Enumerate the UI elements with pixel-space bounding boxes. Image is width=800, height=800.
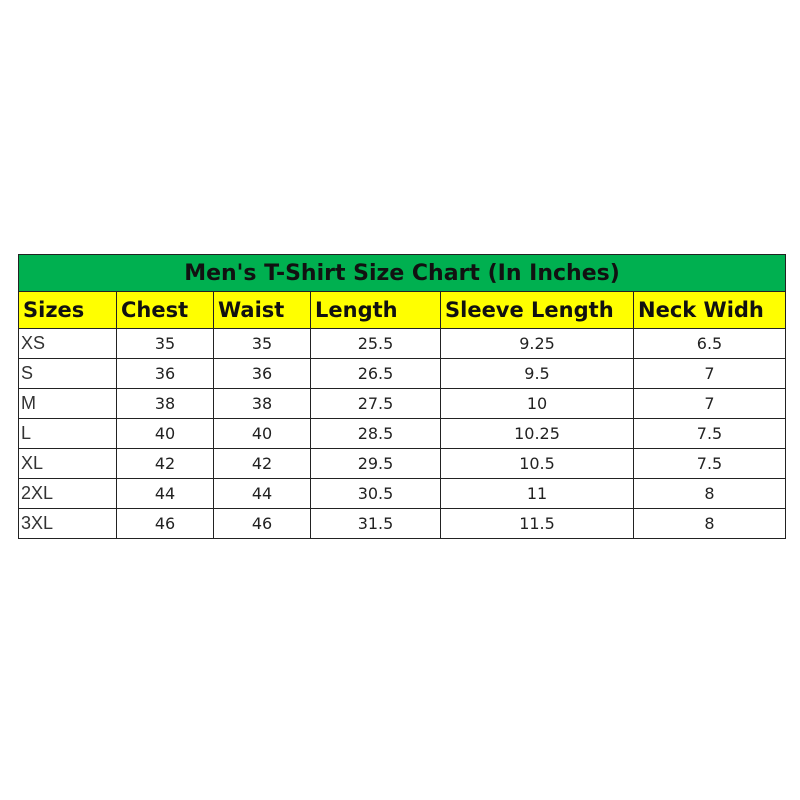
size-label: 2XL [18, 478, 117, 509]
measurement-cell: 44 [116, 478, 214, 509]
measurement-cell: 7 [633, 358, 786, 389]
column-header: Sleeve Length [440, 291, 634, 329]
size-label: 3XL [18, 508, 117, 539]
header-row: Sizes Chest Waist Length Sleeve Length Neck W… [18, 291, 786, 329]
measurement-cell: 30.5 [310, 478, 441, 509]
measurement-cell: 8 [633, 508, 786, 539]
table-title: Men's T-Shirt Size Chart (In Inches) [18, 254, 786, 292]
column-header: Chest [116, 291, 214, 329]
measurement-cell: 42 [213, 448, 311, 479]
measurement-cell: 40 [213, 418, 311, 449]
size-label: M [18, 388, 117, 419]
table-row: 3XL 46 46 31.5 11.5 8 [18, 508, 786, 539]
measurement-cell: 9.25 [440, 328, 634, 359]
measurement-cell: 25.5 [310, 328, 441, 359]
measurement-cell: 26.5 [310, 358, 441, 389]
size-label: L [18, 418, 117, 449]
measurement-cell: 46 [213, 508, 311, 539]
measurement-cell: 7 [633, 388, 786, 419]
size-chart-table: Men's T-Shirt Size Chart (In Inches) Siz… [18, 254, 786, 539]
column-header: Length [310, 291, 441, 329]
column-header: Neck Widh [633, 291, 786, 329]
table-row: XL 42 42 29.5 10.5 7.5 [18, 448, 786, 479]
measurement-cell: 46 [116, 508, 214, 539]
measurement-cell: 40 [116, 418, 214, 449]
table-row: 2XL 44 44 30.5 11 8 [18, 478, 786, 509]
measurement-cell: 10.5 [440, 448, 634, 479]
measurement-cell: 7.5 [633, 448, 786, 479]
measurement-cell: 42 [116, 448, 214, 479]
measurement-cell: 35 [213, 328, 311, 359]
size-label: S [18, 358, 117, 389]
measurement-cell: 7.5 [633, 418, 786, 449]
measurement-cell: 27.5 [310, 388, 441, 419]
measurement-cell: 6.5 [633, 328, 786, 359]
measurement-cell: 38 [116, 388, 214, 419]
measurement-cell: 44 [213, 478, 311, 509]
measurement-cell: 28.5 [310, 418, 441, 449]
measurement-cell: 38 [213, 388, 311, 419]
size-label: XL [18, 448, 117, 479]
table-row: M 38 38 27.5 10 7 [18, 388, 786, 419]
measurement-cell: 10 [440, 388, 634, 419]
measurement-cell: 31.5 [310, 508, 441, 539]
table-row: S 36 36 26.5 9.5 7 [18, 358, 786, 389]
measurement-cell: 36 [116, 358, 214, 389]
table-row: L 40 40 28.5 10.25 7.5 [18, 418, 786, 449]
measurement-cell: 11.5 [440, 508, 634, 539]
measurement-cell: 35 [116, 328, 214, 359]
table-row: XS 35 35 25.5 9.25 6.5 [18, 328, 786, 359]
measurement-cell: 29.5 [310, 448, 441, 479]
measurement-cell: 10.25 [440, 418, 634, 449]
column-header: Waist [213, 291, 311, 329]
size-label: XS [18, 328, 117, 359]
measurement-cell: 8 [633, 478, 786, 509]
measurement-cell: 9.5 [440, 358, 634, 389]
measurement-cell: 36 [213, 358, 311, 389]
measurement-cell: 11 [440, 478, 634, 509]
column-header: Sizes [18, 291, 117, 329]
